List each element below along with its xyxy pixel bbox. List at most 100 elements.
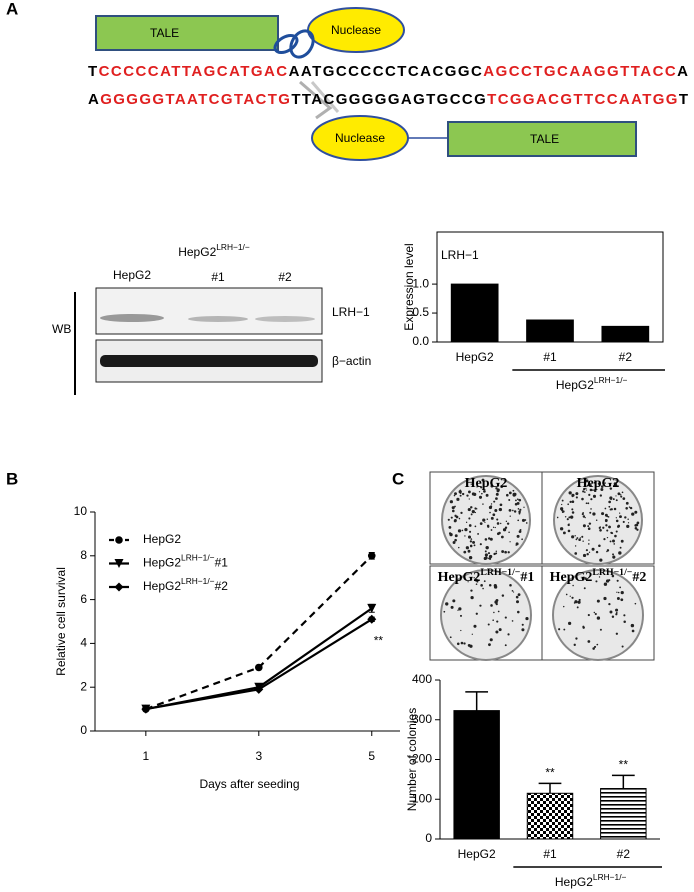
y-tick-label: 100 xyxy=(412,791,432,805)
colony xyxy=(608,602,611,606)
label-text: HepG2 xyxy=(465,476,508,491)
colony xyxy=(474,507,477,510)
colony xyxy=(461,529,464,532)
y-tick-label: 6 xyxy=(80,592,87,606)
colony xyxy=(574,535,576,537)
colony xyxy=(571,500,575,504)
sequence-segment: T xyxy=(679,91,688,108)
band-label: LRH−1 xyxy=(332,305,370,319)
y-tick-label: 300 xyxy=(412,712,432,726)
colony xyxy=(619,515,622,519)
colony xyxy=(456,497,460,501)
colony xyxy=(571,535,575,539)
colony xyxy=(469,530,472,533)
colony xyxy=(596,616,601,620)
colony xyxy=(568,516,571,519)
colony xyxy=(504,550,507,554)
colony xyxy=(594,612,597,616)
colony xyxy=(454,534,458,538)
colony xyxy=(599,494,603,497)
colony xyxy=(465,546,469,550)
label-superscript: LRH−1/− xyxy=(181,576,215,586)
bar xyxy=(601,325,650,343)
point xyxy=(367,603,377,613)
colony xyxy=(582,487,586,491)
colony xyxy=(585,489,588,491)
colony xyxy=(489,638,493,642)
panel-label: B xyxy=(6,469,18,488)
colony xyxy=(634,602,637,605)
panel-label: C xyxy=(392,469,404,488)
label-text: HepG2 xyxy=(178,245,216,259)
colony xyxy=(512,493,516,497)
tale-box xyxy=(447,121,637,157)
colony xyxy=(571,495,574,498)
colony xyxy=(582,625,585,628)
colony xyxy=(507,551,510,554)
colony xyxy=(585,502,588,505)
sequence-segment: T xyxy=(88,63,97,80)
colony xyxy=(577,600,581,604)
colony xyxy=(505,493,509,497)
colony xyxy=(593,481,596,484)
colony xyxy=(619,512,621,514)
colony xyxy=(466,494,469,497)
colony xyxy=(636,528,639,531)
colony xyxy=(521,628,525,632)
label-suffix: #2 xyxy=(632,570,646,585)
colony xyxy=(468,517,471,520)
colony xyxy=(619,546,622,549)
colony xyxy=(471,633,473,635)
colony xyxy=(567,523,570,527)
label-text: HepG2 xyxy=(577,476,620,491)
colony xyxy=(611,532,614,535)
colony xyxy=(449,500,453,504)
plate-label: HepG2 xyxy=(465,476,508,491)
colony xyxy=(612,539,615,543)
colony xyxy=(603,596,607,601)
colony xyxy=(606,550,608,553)
colony xyxy=(495,487,498,490)
colony xyxy=(469,644,473,648)
colony xyxy=(496,522,500,525)
colony xyxy=(567,529,571,533)
colony xyxy=(573,643,576,646)
colony xyxy=(482,587,484,590)
colony xyxy=(449,636,452,639)
colony xyxy=(585,487,587,490)
x-tick-label: #2 xyxy=(619,350,633,364)
sequence-segment: A xyxy=(677,63,688,80)
colony xyxy=(586,553,589,556)
colony xyxy=(494,600,498,604)
colony xyxy=(615,608,619,612)
colony xyxy=(572,584,574,587)
colony xyxy=(592,494,597,498)
colony xyxy=(518,498,522,502)
label-text: HepG2 xyxy=(143,532,181,546)
colony xyxy=(488,643,491,647)
colony xyxy=(493,611,495,614)
colony xyxy=(492,619,494,622)
colony xyxy=(452,541,456,544)
colony xyxy=(519,528,522,531)
label-text: HepG2 xyxy=(555,875,593,889)
group-label: HepG2LRH−1/− xyxy=(178,242,250,259)
colony xyxy=(609,487,613,490)
colony xyxy=(607,516,610,518)
colony xyxy=(561,499,564,502)
colony xyxy=(497,610,500,613)
colony xyxy=(468,555,473,560)
colony xyxy=(587,640,591,643)
colony xyxy=(592,647,595,650)
colony xyxy=(569,595,571,597)
colony xyxy=(517,508,520,510)
colony xyxy=(512,489,515,492)
colony xyxy=(606,515,609,518)
colony xyxy=(521,623,524,626)
colony xyxy=(457,609,459,611)
linker-loop xyxy=(273,33,299,55)
colony xyxy=(608,505,611,508)
colony xyxy=(494,526,496,529)
band xyxy=(255,316,315,322)
plate xyxy=(552,569,644,661)
